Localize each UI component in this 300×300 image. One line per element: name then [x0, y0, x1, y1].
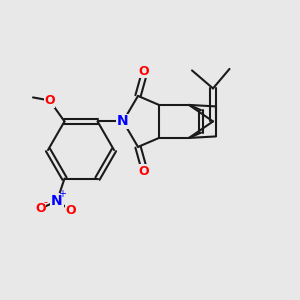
Text: +: +	[58, 190, 66, 200]
Text: O: O	[44, 94, 55, 107]
Text: -: -	[44, 197, 48, 207]
Text: O: O	[139, 165, 149, 178]
Text: O: O	[139, 65, 149, 78]
Text: N: N	[51, 194, 63, 208]
Text: O: O	[35, 202, 46, 215]
Text: N: N	[117, 114, 129, 128]
Text: O: O	[65, 204, 76, 217]
